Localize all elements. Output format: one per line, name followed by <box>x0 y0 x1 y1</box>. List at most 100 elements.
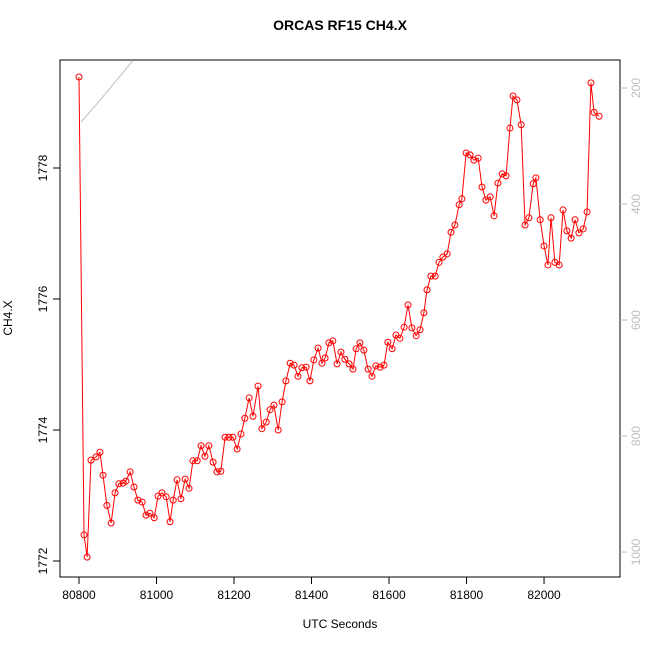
data-point <box>87 456 95 464</box>
data-point <box>158 489 166 497</box>
data-point <box>563 227 571 235</box>
data-point <box>345 360 353 368</box>
data-point <box>138 498 146 506</box>
data-point <box>306 377 314 385</box>
data-point <box>266 406 274 414</box>
data-point <box>559 206 567 214</box>
data-point <box>451 221 459 229</box>
data-point <box>225 433 233 441</box>
plot-area <box>75 60 603 561</box>
data-point <box>540 242 548 250</box>
data-point <box>245 394 253 402</box>
data-point <box>321 354 329 362</box>
data-point <box>412 332 420 340</box>
data-point <box>408 324 416 332</box>
data-point <box>462 149 470 157</box>
data-point <box>169 496 177 504</box>
x-tick-label: 81200 <box>217 588 251 602</box>
data-point <box>404 301 412 309</box>
data-point <box>360 346 368 354</box>
data-point <box>83 553 91 561</box>
data-point <box>294 372 302 380</box>
data-point <box>368 372 376 380</box>
data-point <box>233 445 241 453</box>
data-point <box>270 401 278 409</box>
chart-title: ORCAS RF15 CH4.X <box>273 17 407 33</box>
y-axis-label: CH4.X <box>1 300 15 335</box>
data-point <box>536 216 544 224</box>
series-line <box>80 60 134 123</box>
data-point <box>237 430 245 438</box>
data-point <box>111 489 119 497</box>
data-point <box>590 108 598 116</box>
data-point <box>443 250 451 258</box>
data-point <box>258 425 266 433</box>
data-point <box>380 361 388 369</box>
data-point <box>213 468 221 476</box>
data-point <box>427 272 435 280</box>
data-point <box>92 453 100 461</box>
data-point <box>490 212 498 220</box>
data-point <box>372 362 380 370</box>
x-tick-label: 81000 <box>140 588 174 602</box>
data-point <box>254 382 262 390</box>
data-point <box>435 258 443 266</box>
data-point <box>274 426 282 434</box>
data-point <box>583 208 591 216</box>
x-tick-label: 80800 <box>62 588 96 602</box>
data-point <box>431 272 439 280</box>
data-point <box>521 221 529 229</box>
data-point <box>103 501 111 509</box>
data-point <box>458 195 466 203</box>
data-point <box>571 216 579 224</box>
data-point <box>544 261 552 269</box>
y2-tick-label: 400 <box>629 194 643 214</box>
data-point <box>130 483 138 491</box>
data-point <box>162 493 170 501</box>
data-point <box>142 511 150 519</box>
data-point <box>547 214 555 222</box>
data-point <box>478 183 486 191</box>
data-point <box>494 179 502 187</box>
data-point <box>388 345 396 353</box>
data-point <box>525 214 533 222</box>
data-point <box>197 442 205 450</box>
data-point <box>189 457 197 465</box>
data-point <box>502 172 510 180</box>
data-point <box>517 121 525 129</box>
data-point <box>325 339 333 347</box>
x-tick-label: 81800 <box>450 588 484 602</box>
data-point <box>474 154 482 162</box>
data-point <box>80 531 88 539</box>
data-point <box>217 467 225 475</box>
data-point <box>349 365 357 373</box>
data-point <box>329 337 337 345</box>
y2-tick-label: 600 <box>629 310 643 330</box>
data-point <box>376 363 384 371</box>
data-point <box>310 356 318 364</box>
data-point <box>341 355 349 363</box>
data-point <box>318 359 326 367</box>
x-tick-label: 81400 <box>295 588 329 602</box>
data-point <box>278 398 286 406</box>
data-point <box>579 225 587 233</box>
data-point <box>286 359 294 367</box>
data-point <box>486 193 494 201</box>
data-point <box>384 338 392 346</box>
data-point <box>181 475 189 483</box>
data-point <box>290 361 298 369</box>
data-point <box>513 96 521 104</box>
data-point <box>420 309 428 317</box>
data-point <box>209 458 217 466</box>
y2-tick-label: 200 <box>629 78 643 98</box>
data-point <box>575 229 583 237</box>
data-point <box>96 448 104 456</box>
data-point <box>423 286 431 294</box>
x-tick-label: 82000 <box>527 588 561 602</box>
data-point <box>400 323 408 331</box>
data-point <box>333 360 341 368</box>
data-point <box>262 418 270 426</box>
data-point <box>595 112 603 120</box>
data-point <box>205 442 213 450</box>
